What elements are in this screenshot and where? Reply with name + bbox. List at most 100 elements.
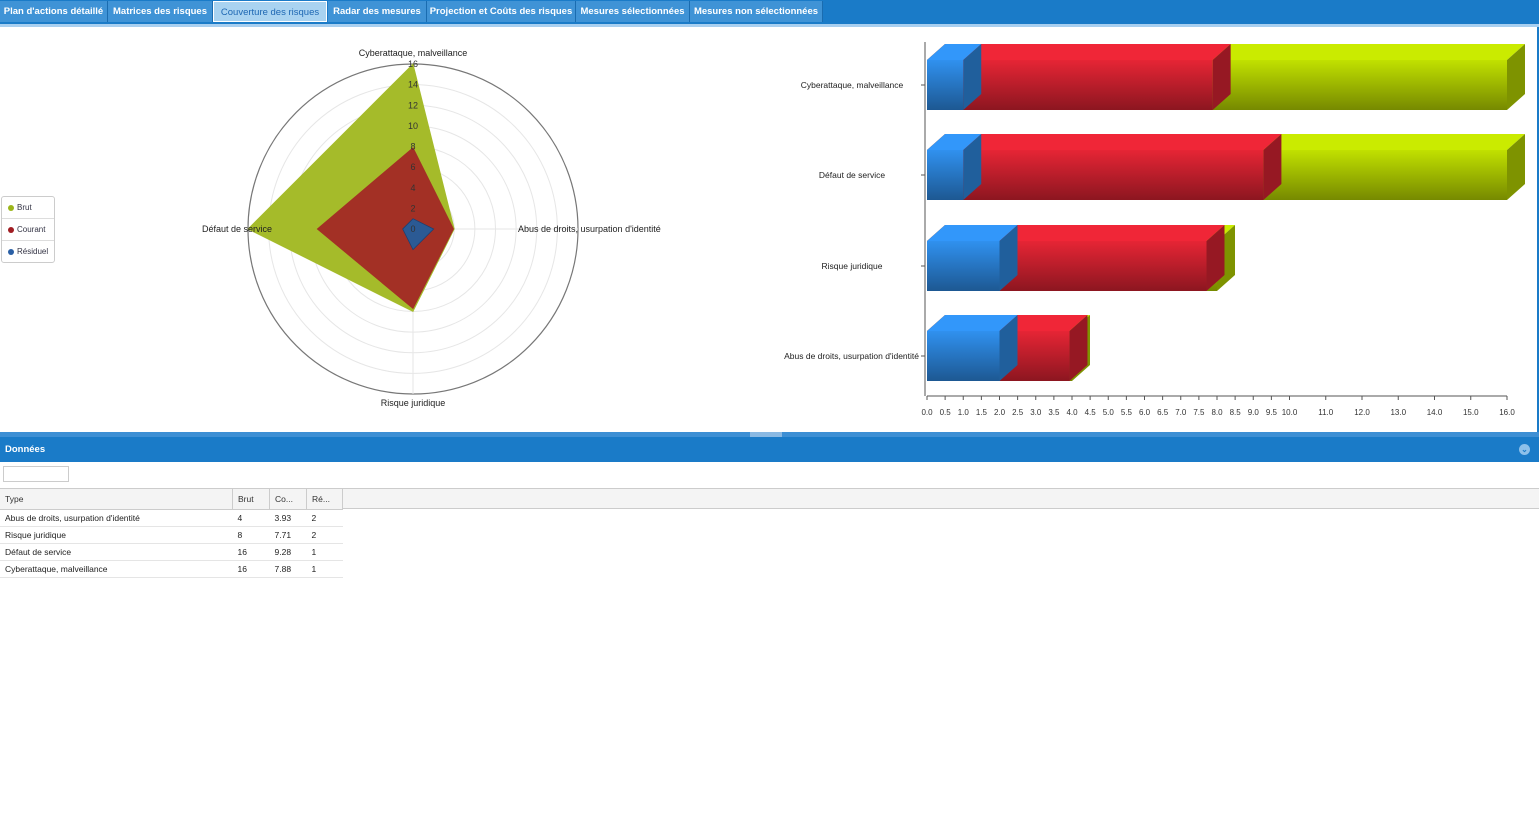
x-tick-label: 4.0: [1066, 408, 1078, 417]
tab-radar-mesures[interactable]: Radar des mesures: [328, 1, 427, 22]
legend-item-residuel[interactable]: Résiduel: [2, 241, 54, 262]
table-cell: 16: [232, 543, 270, 561]
table-row[interactable]: Risque juridique 8 7.71 2: [0, 526, 343, 544]
radar-tick-label: 6: [410, 162, 415, 172]
splitter-handle[interactable]: [750, 432, 782, 437]
right-border: [1537, 27, 1539, 432]
radar-tick-label: 0: [410, 224, 415, 234]
table-header-fill: [341, 488, 1539, 509]
table-cell: 1: [306, 560, 343, 578]
x-tick-label: 8.0: [1211, 408, 1223, 417]
bar-résiduel: [927, 150, 964, 200]
radar-axis-label: Cyberattaque, malveillance: [359, 48, 468, 58]
x-tick-label: 12.0: [1354, 408, 1370, 417]
courant-dot-icon: [8, 226, 14, 233]
filter-input[interactable]: [3, 466, 69, 482]
bar-résiduel-top: [927, 44, 982, 60]
bar-courant-side: [1069, 315, 1088, 381]
brut-dot-icon: [8, 204, 14, 211]
x-tick-label: 5.0: [1103, 408, 1115, 417]
x-tick-label: 14.0: [1427, 408, 1443, 417]
radar-axis-label: Abus de droits, usurpation d'identité: [518, 224, 661, 234]
bar-courant-side: [1263, 134, 1282, 200]
legend-item-brut[interactable]: Brut: [2, 197, 54, 219]
x-tick-label: 4.5: [1085, 408, 1097, 417]
x-tick-label: 7.0: [1175, 408, 1187, 417]
table-row[interactable]: Défaut de service 16 9.28 1: [0, 543, 343, 561]
tab-matrices[interactable]: Matrices des risques: [108, 1, 213, 22]
x-tick-label: 5.5: [1121, 408, 1133, 417]
legend-label: Résiduel: [17, 247, 49, 256]
bar-courant-top: [927, 134, 1282, 150]
tab-plan-actions[interactable]: Plan d'actions détaillé: [0, 1, 108, 22]
radar-tick-label: 2: [410, 203, 415, 213]
radar-tick-label: 16: [408, 59, 418, 69]
radar-tick-label: 10: [408, 121, 418, 131]
x-tick-label: 0.0: [921, 408, 933, 417]
panel-title: Données: [5, 444, 46, 455]
x-tick-label: 3.0: [1030, 408, 1042, 417]
table-cell: 16: [232, 560, 270, 578]
x-tick-label: 0.5: [940, 408, 952, 417]
x-tick-label: 7.5: [1193, 408, 1205, 417]
bar-résiduel-side: [963, 134, 982, 200]
splitter[interactable]: [0, 432, 1539, 437]
table-cell: 7.71: [269, 526, 307, 544]
tab-bar: Plan d'actions détaillé Matrices des ris…: [0, 0, 1539, 27]
col-residuel[interactable]: Ré...: [306, 488, 343, 510]
radar-axis-label: Risque juridique: [381, 398, 446, 408]
bar-chart: Cyberattaque, malveillance Défaut de serv…: [784, 42, 1525, 417]
table-cell: Abus de droits, usurpation d'identité: [0, 509, 233, 527]
x-tick-label: 6.5: [1157, 408, 1169, 417]
bar-résiduel-side: [999, 225, 1018, 291]
tab-projection[interactable]: Projection et Coûts des risques: [427, 1, 576, 22]
tab-mesures-selectionnees[interactable]: Mesures sélectionnées: [576, 1, 690, 22]
x-tick-label: 16.0: [1499, 408, 1515, 417]
bar-résiduel: [927, 241, 1000, 291]
col-courant[interactable]: Co...: [269, 488, 307, 510]
radar-tick-label: 4: [410, 183, 415, 193]
bar-courant-side: [1206, 225, 1225, 291]
col-type[interactable]: Type: [0, 488, 233, 510]
radar-series-courant: [316, 147, 454, 310]
tab-mesures-non-selectionnees[interactable]: Mesures non sélectionnées: [690, 1, 823, 22]
bar-courant: [927, 150, 1264, 200]
bar-résiduel-side: [999, 315, 1018, 381]
bar-résiduel: [927, 331, 1000, 381]
collapse-chevron-icon[interactable]: ⌄: [1519, 444, 1530, 455]
x-tick-label: 2.0: [994, 408, 1006, 417]
legend-label: Brut: [17, 203, 32, 212]
table-cell: 8: [232, 526, 270, 544]
bar-brut-side: [1507, 44, 1525, 110]
radar-tick-label: 8: [410, 142, 415, 152]
table-cell: Défaut de service: [0, 543, 233, 561]
category-label: Risque juridique: [822, 261, 883, 271]
table-cell: 7.88: [269, 560, 307, 578]
category-label: Défaut de service: [819, 170, 885, 180]
bar-courant-side: [1212, 44, 1231, 110]
residuel-dot-icon: [8, 248, 14, 255]
bar-résiduel-side: [963, 44, 982, 110]
x-tick-label: 11.0: [1318, 408, 1334, 417]
data-table: Type Brut Co... Ré... Abus de droits, us…: [0, 488, 343, 578]
table-cell: 3.93: [269, 509, 307, 527]
radar-axis-label: Défaut de service: [202, 224, 272, 234]
legend-item-courant[interactable]: Courant: [2, 219, 54, 241]
bar-courant-top: [927, 44, 1231, 60]
x-tick-label: 1.0: [958, 408, 970, 417]
bar-résiduel-top: [927, 225, 1018, 241]
x-tick-label: 8.5: [1230, 408, 1242, 417]
x-tick-label: 13.0: [1390, 408, 1406, 417]
col-brut[interactable]: Brut: [232, 488, 270, 510]
x-tick-label: 3.5: [1048, 408, 1060, 417]
bar-résiduel-top: [927, 315, 1018, 331]
bar-résiduel: [927, 60, 964, 110]
table-row[interactable]: Cyberattaque, malveillance 16 7.88 1: [0, 560, 343, 578]
x-tick-label: 10.0: [1282, 408, 1298, 417]
x-tick-label: 2.5: [1012, 408, 1024, 417]
tab-couverture[interactable]: Couverture des risques: [213, 1, 327, 22]
category-label: Abus de droits, usurpation d'identité: [784, 351, 919, 361]
x-tick-label: 9.5: [1266, 408, 1278, 417]
table-row[interactable]: Abus de droits, usurpation d'identité 4 3.…: [0, 509, 343, 527]
